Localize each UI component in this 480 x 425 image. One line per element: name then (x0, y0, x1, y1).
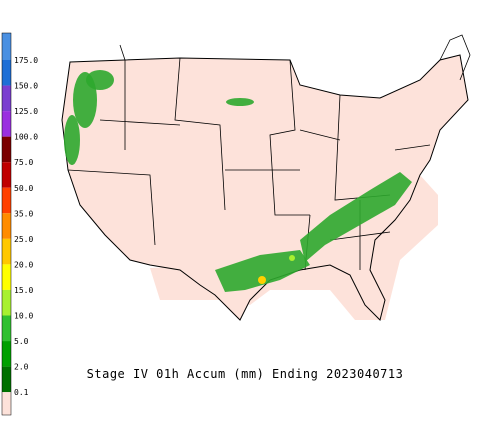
caption: Stage IV 01h Accum (mm) Ending 202304071… (87, 367, 404, 381)
legend-label: 50.0 (14, 184, 33, 193)
legend-swatch (2, 111, 11, 137)
legend-label: 15.0 (14, 286, 33, 295)
legend-swatch (2, 315, 11, 342)
legend-swatch (2, 341, 11, 367)
legend-label: 25.0 (14, 235, 33, 244)
legend-swatch (2, 213, 11, 239)
rain-area (64, 115, 80, 165)
legend-label: 100.0 (14, 133, 38, 142)
legend-swatch (2, 187, 11, 214)
legend-label: 0.1 (14, 388, 29, 397)
legend-label: 150.0 (14, 82, 38, 91)
legend-swatch (2, 289, 11, 316)
legend-swatch (2, 392, 11, 415)
rain-area (226, 98, 254, 106)
legend-label: 75.0 (14, 158, 33, 167)
legend-frame (1, 32, 12, 416)
legend-label: 2.0 (14, 363, 29, 372)
legend-label: 175.0 (14, 56, 38, 65)
legend-label: 35.0 (14, 209, 33, 218)
us-outline (61, 54, 469, 321)
legend-swatch (2, 264, 11, 290)
legend-label: 10.0 (14, 312, 33, 321)
legend-swatch (2, 85, 11, 112)
legend-label: 20.0 (14, 260, 33, 269)
rain-area (86, 70, 114, 90)
legend-label: 125.0 (14, 107, 38, 116)
legend-label: 5.0 (14, 337, 29, 346)
coastline (119, 34, 471, 81)
legend-swatch (2, 366, 11, 393)
legend-swatch (2, 136, 11, 163)
legend-swatch (2, 60, 11, 86)
legend-swatch (2, 33, 11, 60)
rain-area (215, 250, 310, 292)
legend-swatch (2, 238, 11, 265)
legend: 175.0 150.0 125.0 100.0 75.0 50.0 35.0 25.0 20.0… (1, 32, 38, 416)
rain-peak (258, 276, 266, 284)
rain-peak (289, 255, 295, 261)
map (61, 34, 471, 321)
legend-swatch (2, 162, 11, 188)
rain-area (300, 172, 412, 262)
